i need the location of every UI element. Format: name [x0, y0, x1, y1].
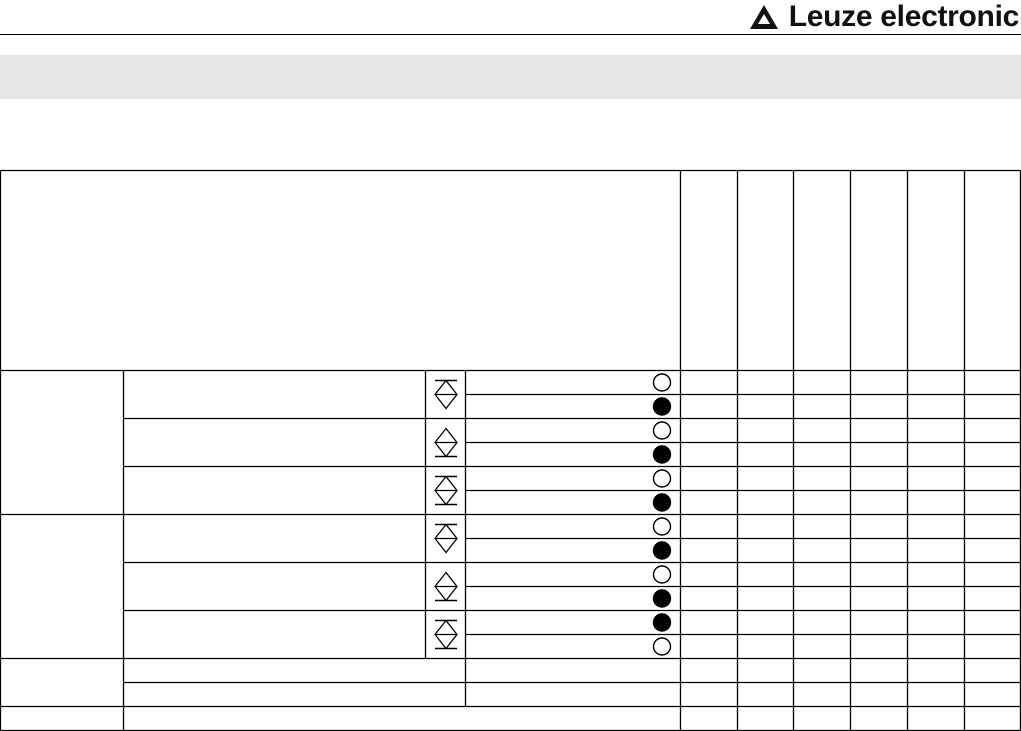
- filled-circle-icon: [652, 493, 672, 512]
- logo-text: Leuze electronic: [788, 0, 1020, 33]
- open-circle-icon: [652, 421, 672, 440]
- open-circle-icon: [652, 517, 672, 536]
- open-circle-icon: [652, 373, 672, 392]
- leuze-triangle-logo-icon: [749, 5, 778, 29]
- filled-circle-icon: [652, 589, 672, 608]
- diamond-bar-both-icon: [434, 475, 458, 506]
- section-title-band: [0, 55, 1021, 99]
- diamond-bar-top-icon: [434, 523, 458, 554]
- open-circle-icon: [652, 637, 672, 656]
- diamond-bar-both-icon: [434, 619, 458, 650]
- open-circle-icon: [652, 565, 672, 584]
- header-rule: [0, 34, 1021, 35]
- diamond-bar-bottom-icon: [434, 427, 458, 458]
- filled-circle-icon: [652, 613, 672, 632]
- brand-logo: Leuze electronic: [749, 0, 1019, 34]
- filled-circle-icon: [652, 445, 672, 464]
- open-circle-icon: [652, 469, 672, 488]
- filled-circle-icon: [652, 541, 672, 560]
- diamond-bar-bottom-icon: [434, 571, 458, 602]
- filled-circle-icon: [652, 397, 672, 416]
- diamond-bar-top-icon: [434, 379, 458, 410]
